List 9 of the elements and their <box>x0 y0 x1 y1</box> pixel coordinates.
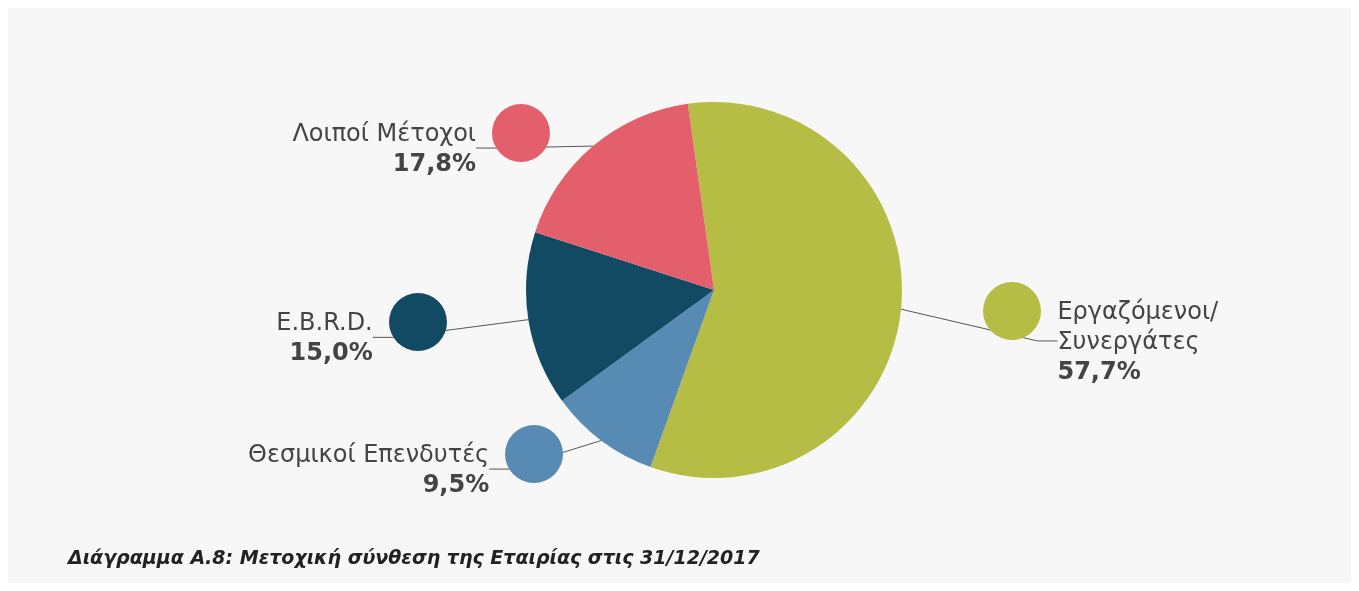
slice-label: Λοιποί Μέτοχοι <box>292 119 476 148</box>
text: Διάγραμμα Α.8: Μετοχική σύνθεση της Εταιρίας στις 31/12/2017 <box>66 545 761 568</box>
data-label: 57,7% <box>1057 356 1141 385</box>
data-label: 15,0% <box>289 338 373 367</box>
data-label: 9,5% <box>422 470 490 499</box>
slice-label: Θεσμικοί Επενδυτές <box>248 440 490 469</box>
data-label: 17,8% <box>392 149 476 178</box>
slice-label: E.B.R.D. <box>276 308 373 337</box>
slice-label: Εργαζόμενοι/Συνεργάτες <box>1057 296 1220 355</box>
